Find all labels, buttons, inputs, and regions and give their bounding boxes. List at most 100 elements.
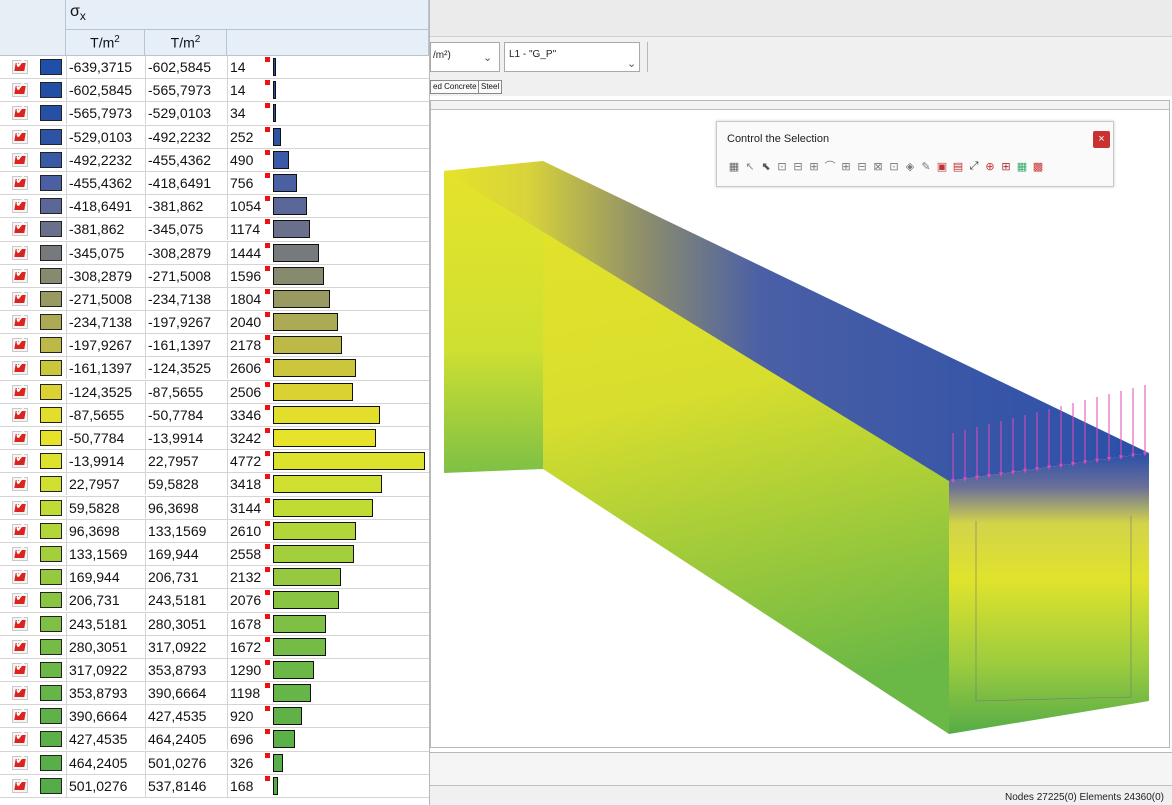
color-swatch[interactable] — [40, 685, 62, 702]
color-swatch[interactable] — [40, 638, 62, 655]
color-swatch[interactable] — [40, 453, 62, 470]
invert-select-icon[interactable]: ▤ — [952, 159, 964, 173]
edit-color-icon[interactable] — [12, 219, 28, 237]
edit-color-icon[interactable] — [12, 614, 28, 631]
edit-color-icon[interactable] — [12, 127, 28, 144]
color-swatch[interactable] — [40, 476, 62, 493]
color-swatch[interactable] — [40, 615, 62, 632]
edit-color-icon[interactable] — [12, 729, 28, 747]
histogram-bar — [273, 81, 276, 100]
color-swatch[interactable] — [40, 731, 62, 748]
edit-color-icon[interactable] — [12, 776, 28, 793]
window-select-icon[interactable]: ⊡ — [777, 159, 787, 173]
edit-color-icon[interactable] — [12, 683, 28, 701]
edit-color-icon[interactable] — [12, 266, 28, 283]
edit-color-icon[interactable] — [12, 196, 28, 214]
edit-color-icon[interactable] — [12, 706, 28, 724]
load-arrow-head — [1023, 468, 1027, 473]
bar-marker — [265, 474, 270, 480]
color-swatch[interactable] — [40, 360, 62, 377]
color-swatch[interactable] — [40, 522, 62, 539]
edit-color-icon[interactable] — [12, 753, 28, 770]
edit-color-icon[interactable] — [12, 660, 28, 677]
load-case-combo[interactable]: L1 - "G_P" ⌄ — [504, 42, 640, 72]
range-to-cell: -345,075 — [145, 218, 227, 241]
select-nodes-icon[interactable]: ↖ — [745, 159, 755, 173]
tab-steel[interactable]: Steel — [478, 80, 503, 94]
color-swatch[interactable] — [40, 430, 62, 446]
color-select-icon[interactable]: ▩ — [1032, 159, 1044, 173]
color-swatch[interactable] — [40, 569, 62, 586]
color-swatch[interactable] — [40, 290, 62, 307]
edit-color-icon[interactable] — [12, 637, 28, 654]
edit-color-icon[interactable] — [12, 474, 28, 492]
color-swatch[interactable] — [40, 499, 62, 516]
color-swatch[interactable] — [40, 82, 62, 99]
range-from-cell: 427,4535 — [66, 728, 145, 751]
color-swatch[interactable] — [40, 754, 62, 771]
model-viewport[interactable]: Control the Selection × ▦ ↖ ⬉ ⊡ ⊟ ⊞ ⌒ ⊞ ⊟ ⊠ ⊡ ◈ ✎ ▣ ▤ ⤢… — [430, 100, 1170, 748]
line-select-icon[interactable]: ⌒ — [824, 160, 836, 173]
edit-color-icon[interactable] — [12, 428, 28, 445]
edit-color-icon[interactable] — [12, 405, 28, 422]
histogram-bar — [273, 359, 356, 378]
unit-combo[interactable]: /m²) ⌄ — [430, 42, 500, 72]
pointer-icon[interactable]: ⬉ — [761, 159, 771, 173]
color-swatch[interactable] — [40, 105, 62, 122]
color-swatch[interactable] — [40, 267, 62, 284]
pick-icon[interactable]: ▣ — [936, 159, 948, 173]
split-icon[interactable]: ⊕ — [985, 159, 995, 173]
edit-color-icon[interactable] — [12, 498, 28, 515]
histogram-bar — [273, 220, 310, 239]
color-swatch[interactable] — [40, 59, 62, 75]
edit-color-icon[interactable] — [12, 567, 28, 585]
range-from-cell: 206,731 — [66, 589, 145, 612]
edit-color-icon[interactable] — [12, 103, 28, 121]
cross-select-icon[interactable]: ⊞ — [809, 159, 819, 173]
color-swatch[interactable] — [40, 314, 62, 331]
table-select-icon[interactable]: ▦ — [1016, 159, 1028, 173]
connect-icon[interactable]: ⤢ — [969, 159, 979, 172]
layer-select-icon[interactable]: ⊠ — [873, 159, 883, 173]
edit-color-icon[interactable] — [12, 289, 28, 306]
edit-color-icon[interactable] — [12, 544, 28, 561]
color-swatch[interactable] — [40, 777, 62, 794]
color-swatch[interactable] — [40, 198, 62, 215]
color-swatch[interactable] — [40, 592, 62, 609]
color-swatch[interactable] — [40, 174, 62, 191]
group-select-icon[interactable]: ⊟ — [857, 159, 867, 173]
edit-color-icon[interactable] — [12, 80, 28, 98]
color-swatch[interactable] — [40, 337, 62, 354]
bar-marker — [265, 288, 270, 294]
polygon-select-icon[interactable]: ⊟ — [793, 159, 803, 173]
edit-color-icon[interactable] — [12, 335, 28, 353]
edit-color-icon[interactable] — [12, 590, 28, 608]
edit-color-icon[interactable] — [12, 312, 28, 330]
filter-select-icon[interactable]: ⊡ — [889, 159, 899, 173]
grid-select-icon[interactable]: ⊞ — [1001, 159, 1011, 173]
color-swatch[interactable] — [40, 708, 62, 725]
brush-select-icon[interactable]: ✎ — [921, 159, 931, 173]
histogram-bar — [273, 521, 356, 540]
element-select-icon[interactable]: ◈ — [905, 159, 915, 173]
edit-color-icon[interactable] — [12, 173, 28, 190]
color-swatch[interactable] — [40, 128, 62, 145]
edit-color-icon[interactable] — [12, 243, 28, 260]
lasso-select-icon[interactable]: ⊞ — [841, 159, 851, 173]
color-swatch[interactable] — [40, 221, 62, 238]
edit-color-icon[interactable] — [12, 521, 28, 538]
tab-reinforced-concrete[interactable]: ed Concrete — [430, 80, 480, 94]
color-swatch[interactable] — [40, 244, 62, 261]
color-swatch[interactable] — [40, 383, 62, 400]
edit-color-icon[interactable] — [12, 150, 28, 167]
edit-color-icon[interactable] — [12, 382, 28, 399]
color-swatch[interactable] — [40, 151, 62, 168]
edit-color-icon[interactable] — [12, 358, 28, 376]
select-all-icon[interactable]: ▦ — [728, 159, 740, 173]
close-icon[interactable]: × — [1093, 131, 1110, 148]
color-swatch[interactable] — [40, 661, 62, 678]
edit-color-icon[interactable] — [12, 57, 28, 74]
color-swatch[interactable] — [40, 545, 62, 562]
edit-color-icon[interactable] — [12, 451, 28, 469]
color-swatch[interactable] — [40, 406, 62, 423]
